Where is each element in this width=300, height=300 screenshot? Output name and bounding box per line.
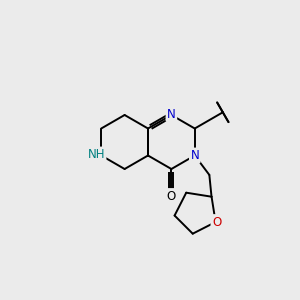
Text: O: O [167, 190, 176, 202]
Text: N: N [190, 149, 199, 162]
Text: N: N [167, 107, 176, 121]
Text: O: O [212, 215, 221, 229]
Text: NH: NH [88, 148, 105, 161]
